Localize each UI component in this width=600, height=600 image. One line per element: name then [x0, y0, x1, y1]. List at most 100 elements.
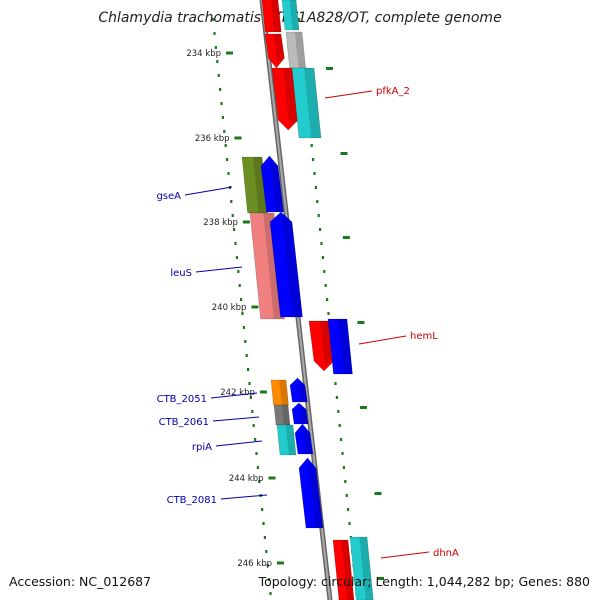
ruler-dot [255, 452, 258, 455]
gene-block [332, 539, 355, 600]
ruler-dot [235, 256, 238, 259]
ruler-tick-mark [251, 305, 259, 309]
ruler-dot [247, 368, 250, 371]
gene-block [281, 0, 300, 31]
ruler-dot [249, 396, 252, 399]
ruler-tick-label: 242 kbp [220, 388, 255, 398]
gene-arrow [260, 155, 284, 213]
gene-label-heml: hemL [410, 331, 438, 342]
ruler-dot [310, 144, 313, 147]
ruler-dot [298, 18, 301, 21]
ruler-dot [226, 158, 229, 161]
ruler-dot [233, 228, 236, 231]
label-leaders [184, 90, 430, 559]
ruler-dot [263, 536, 266, 539]
ruler-tick-label: 238 kbp [203, 218, 238, 228]
ruler-dot [231, 214, 234, 217]
ruler-dot [244, 340, 247, 343]
ruler-tick-mark [340, 152, 348, 155]
ruler-dot [341, 452, 344, 455]
label-leader-line [380, 551, 430, 559]
gene-shade [303, 429, 313, 454]
ruler-dot [337, 410, 340, 413]
ruler-dot [340, 438, 343, 441]
gene-shade [338, 319, 353, 374]
gene-shade [341, 540, 354, 600]
gene-arrow [271, 67, 299, 131]
ruler-dot [335, 396, 338, 399]
gene-arrow [298, 457, 324, 529]
ruler-dot [223, 130, 226, 133]
ruler-dot [313, 172, 316, 175]
ruler-dot [345, 494, 348, 497]
ruler-dot [240, 298, 243, 301]
ruler-dot [251, 410, 254, 413]
gene-block [291, 67, 322, 139]
gene-arrow [291, 402, 309, 425]
ruler-dot [316, 200, 319, 203]
label-leader-line [358, 335, 407, 345]
gene-arrow [308, 320, 335, 372]
ruler-dot [248, 382, 251, 385]
ruler-dot [319, 228, 322, 231]
ruler-tick-label: 234 kbp [186, 49, 221, 59]
ruler-dot [320, 242, 323, 245]
label-leader-line [195, 266, 243, 273]
ruler-dot [234, 242, 237, 245]
label-leader-line [184, 186, 233, 196]
gene-labels: pfkA_2 gseA leuS hemL CTB_2051 CTB_2061 rpiA CT… [156, 86, 459, 559]
gene-shade [285, 425, 296, 455]
gene-block [270, 379, 289, 406]
ruler-dot [338, 424, 341, 427]
ruler-dot [268, 578, 271, 581]
gene-shade [299, 406, 309, 424]
ruler-tick-mark [326, 67, 333, 70]
ruler-dot [224, 144, 227, 147]
gene-shade [270, 162, 284, 212]
gene-label-rpia: rpiA [192, 442, 212, 453]
label-leader-line [215, 440, 263, 447]
gene-shade [359, 537, 374, 600]
ruler-tick-mark [377, 577, 384, 580]
gene-label-ctb-2061: CTB_2061 [159, 417, 209, 428]
ruler-dot [314, 186, 317, 189]
ruler-dot [334, 382, 337, 385]
ruler-dot [217, 74, 220, 77]
gene-shade [282, 218, 303, 317]
gene-shade [283, 68, 299, 124]
ruler-tick-mark [226, 51, 233, 55]
ruler-tick-mark [357, 321, 365, 324]
gene-block [276, 424, 297, 456]
gene-shade [279, 380, 289, 405]
ruler-dot [266, 564, 269, 567]
accession-text: Accession: NC_012687 [9, 574, 152, 589]
ruler-tick-label: 236 kbp [195, 134, 230, 144]
ruler-dot [312, 158, 315, 161]
gene-shade [273, 34, 285, 62]
ruler-dot [265, 550, 268, 553]
ruler-dot [252, 424, 255, 427]
ruler-dot [241, 312, 244, 315]
ruler-dot [321, 256, 324, 259]
gene-arrow [294, 423, 314, 455]
label-leader-line [324, 90, 373, 99]
gene-block [327, 318, 353, 375]
ruler-dot [317, 214, 320, 217]
genome-summary-text: Topology: circular; Length: 1,044,282 bp… [258, 574, 590, 589]
gene-shade [270, 0, 282, 32]
ruler-dot [216, 60, 219, 63]
ruler-dot [230, 200, 233, 203]
ruler-tick-label: 244 kbp [229, 474, 264, 484]
ruler-dot [326, 298, 329, 301]
ruler-tick-mark [277, 561, 284, 565]
ruler-dot [324, 284, 327, 287]
gene-arrow [264, 33, 285, 69]
ruler-dot [213, 32, 216, 35]
ruler-dot [219, 88, 222, 91]
ruler-tick-mark [259, 390, 267, 394]
gene-shade [304, 68, 321, 138]
ruler-tick-mark [374, 492, 382, 495]
ruler-dot [342, 466, 345, 469]
label-leader-line [210, 392, 258, 399]
